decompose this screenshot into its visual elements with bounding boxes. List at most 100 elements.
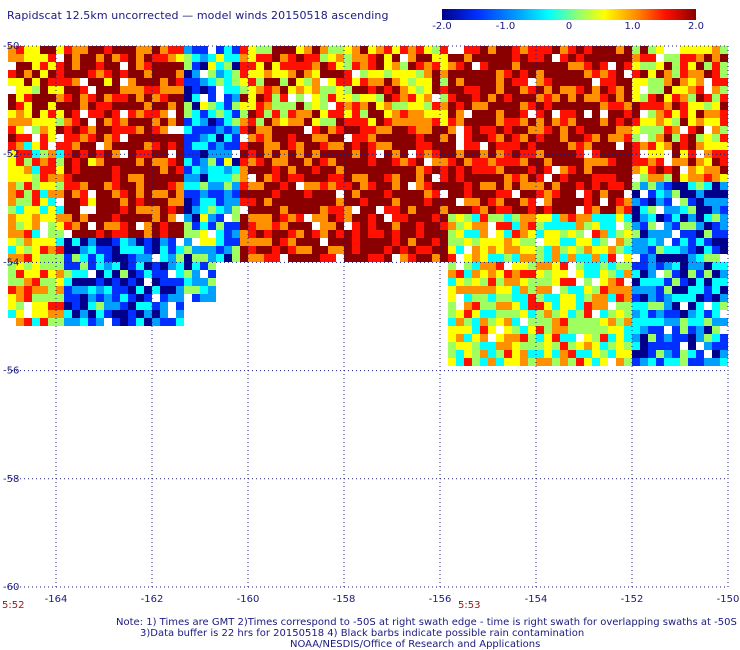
wind-diff-cell bbox=[520, 78, 528, 86]
wind-diff-cell bbox=[256, 174, 264, 182]
wind-diff-cell bbox=[696, 254, 704, 262]
wind-diff-cell bbox=[128, 134, 136, 142]
wind-diff-cell bbox=[560, 166, 568, 174]
wind-diff-cell bbox=[600, 286, 608, 294]
wind-diff-cell bbox=[664, 246, 672, 254]
wind-diff-cell bbox=[296, 190, 304, 198]
wind-diff-cell bbox=[432, 166, 440, 174]
wind-diff-cell bbox=[312, 134, 320, 142]
wind-diff-cell bbox=[576, 230, 584, 238]
wind-diff-cell bbox=[384, 166, 392, 174]
wind-diff-cell bbox=[680, 246, 688, 254]
wind-diff-cell bbox=[544, 62, 552, 70]
wind-diff-cell bbox=[128, 286, 136, 294]
wind-diff-cell bbox=[600, 78, 608, 86]
wind-diff-cell bbox=[608, 158, 616, 166]
wind-diff-cell bbox=[304, 54, 312, 62]
wind-diff-cell bbox=[240, 246, 248, 254]
wind-diff-cell bbox=[128, 278, 136, 286]
wind-diff-cell bbox=[496, 158, 504, 166]
wind-diff-cell bbox=[112, 190, 120, 198]
wind-diff-cell bbox=[216, 78, 224, 86]
wind-diff-cell bbox=[472, 310, 480, 318]
wind-diff-cell bbox=[192, 86, 200, 94]
wind-diff-cell bbox=[560, 142, 568, 150]
wind-diff-cell bbox=[472, 326, 480, 334]
wind-diff-cell bbox=[368, 94, 376, 102]
wind-diff-cell bbox=[248, 54, 256, 62]
wind-diff-cell bbox=[392, 102, 400, 110]
wind-diff-cell bbox=[472, 302, 480, 310]
wind-diff-cell bbox=[360, 254, 368, 262]
wind-diff-cell bbox=[216, 190, 224, 198]
wind-diff-cell bbox=[368, 54, 376, 62]
wind-diff-cell bbox=[56, 230, 64, 238]
wind-diff-cell bbox=[432, 238, 440, 246]
wind-diff-cell bbox=[256, 62, 264, 70]
wind-diff-cell bbox=[584, 222, 592, 230]
wind-diff-cell bbox=[472, 118, 480, 126]
wind-diff-cell bbox=[480, 262, 488, 270]
wind-diff-cell bbox=[656, 126, 664, 134]
wind-diff-cell bbox=[672, 254, 680, 262]
wind-diff-cell bbox=[528, 206, 536, 214]
wind-diff-cell bbox=[424, 222, 432, 230]
wind-diff-cell bbox=[72, 102, 80, 110]
wind-diff-cell bbox=[120, 254, 128, 262]
wind-diff-cell bbox=[472, 294, 480, 302]
wind-diff-cell bbox=[16, 54, 24, 62]
wind-diff-cell bbox=[144, 174, 152, 182]
wind-diff-cell bbox=[96, 262, 104, 270]
wind-diff-cell bbox=[360, 158, 368, 166]
wind-diff-cell bbox=[664, 198, 672, 206]
wind-diff-cell bbox=[64, 174, 72, 182]
wind-diff-cell bbox=[616, 278, 624, 286]
wind-diff-cell bbox=[296, 230, 304, 238]
wind-diff-cell bbox=[360, 118, 368, 126]
wind-diff-cell bbox=[168, 206, 176, 214]
wind-diff-cell bbox=[384, 110, 392, 118]
wind-diff-cell bbox=[504, 206, 512, 214]
wind-diff-cell bbox=[296, 134, 304, 142]
wind-diff-cell bbox=[192, 270, 200, 278]
wind-diff-cell bbox=[664, 78, 672, 86]
wind-diff-cell bbox=[312, 110, 320, 118]
wind-diff-cell bbox=[640, 142, 648, 150]
wind-diff-cell bbox=[536, 174, 544, 182]
wind-diff-cell bbox=[488, 294, 496, 302]
wind-diff-cell bbox=[360, 142, 368, 150]
wind-diff-cell bbox=[136, 294, 144, 302]
wind-diff-cell bbox=[528, 302, 536, 310]
wind-diff-cell bbox=[192, 62, 200, 70]
wind-diff-cell bbox=[352, 158, 360, 166]
wind-diff-cell bbox=[504, 142, 512, 150]
wind-diff-cell bbox=[656, 318, 664, 326]
wind-diff-cell bbox=[64, 254, 72, 262]
wind-diff-cell bbox=[104, 254, 112, 262]
wind-diff-cell bbox=[208, 70, 216, 78]
wind-diff-cell bbox=[456, 342, 464, 350]
wind-diff-cell bbox=[600, 334, 608, 342]
wind-diff-cell bbox=[232, 254, 240, 262]
wind-diff-cell bbox=[648, 358, 656, 366]
wind-diff-cell bbox=[128, 190, 136, 198]
wind-diff-cell bbox=[104, 206, 112, 214]
wind-diff-cell bbox=[208, 142, 216, 150]
wind-diff-cell bbox=[128, 238, 136, 246]
wind-diff-cell bbox=[152, 46, 160, 54]
wind-diff-cell bbox=[608, 294, 616, 302]
wind-diff-cell bbox=[80, 238, 88, 246]
wind-diff-cell bbox=[504, 254, 512, 262]
wind-diff-cell bbox=[520, 190, 528, 198]
wind-diff-cell bbox=[232, 62, 240, 70]
wind-diff-cell bbox=[504, 198, 512, 206]
wind-diff-cell bbox=[296, 254, 304, 262]
wind-diff-cell bbox=[712, 206, 720, 214]
wind-diff-cell bbox=[208, 54, 216, 62]
wind-diff-cell bbox=[592, 246, 600, 254]
wind-diff-cell bbox=[584, 206, 592, 214]
wind-diff-cell bbox=[448, 310, 456, 318]
wind-diff-cell bbox=[80, 214, 88, 222]
wind-diff-cell bbox=[480, 294, 488, 302]
wind-diff-cell bbox=[560, 214, 568, 222]
